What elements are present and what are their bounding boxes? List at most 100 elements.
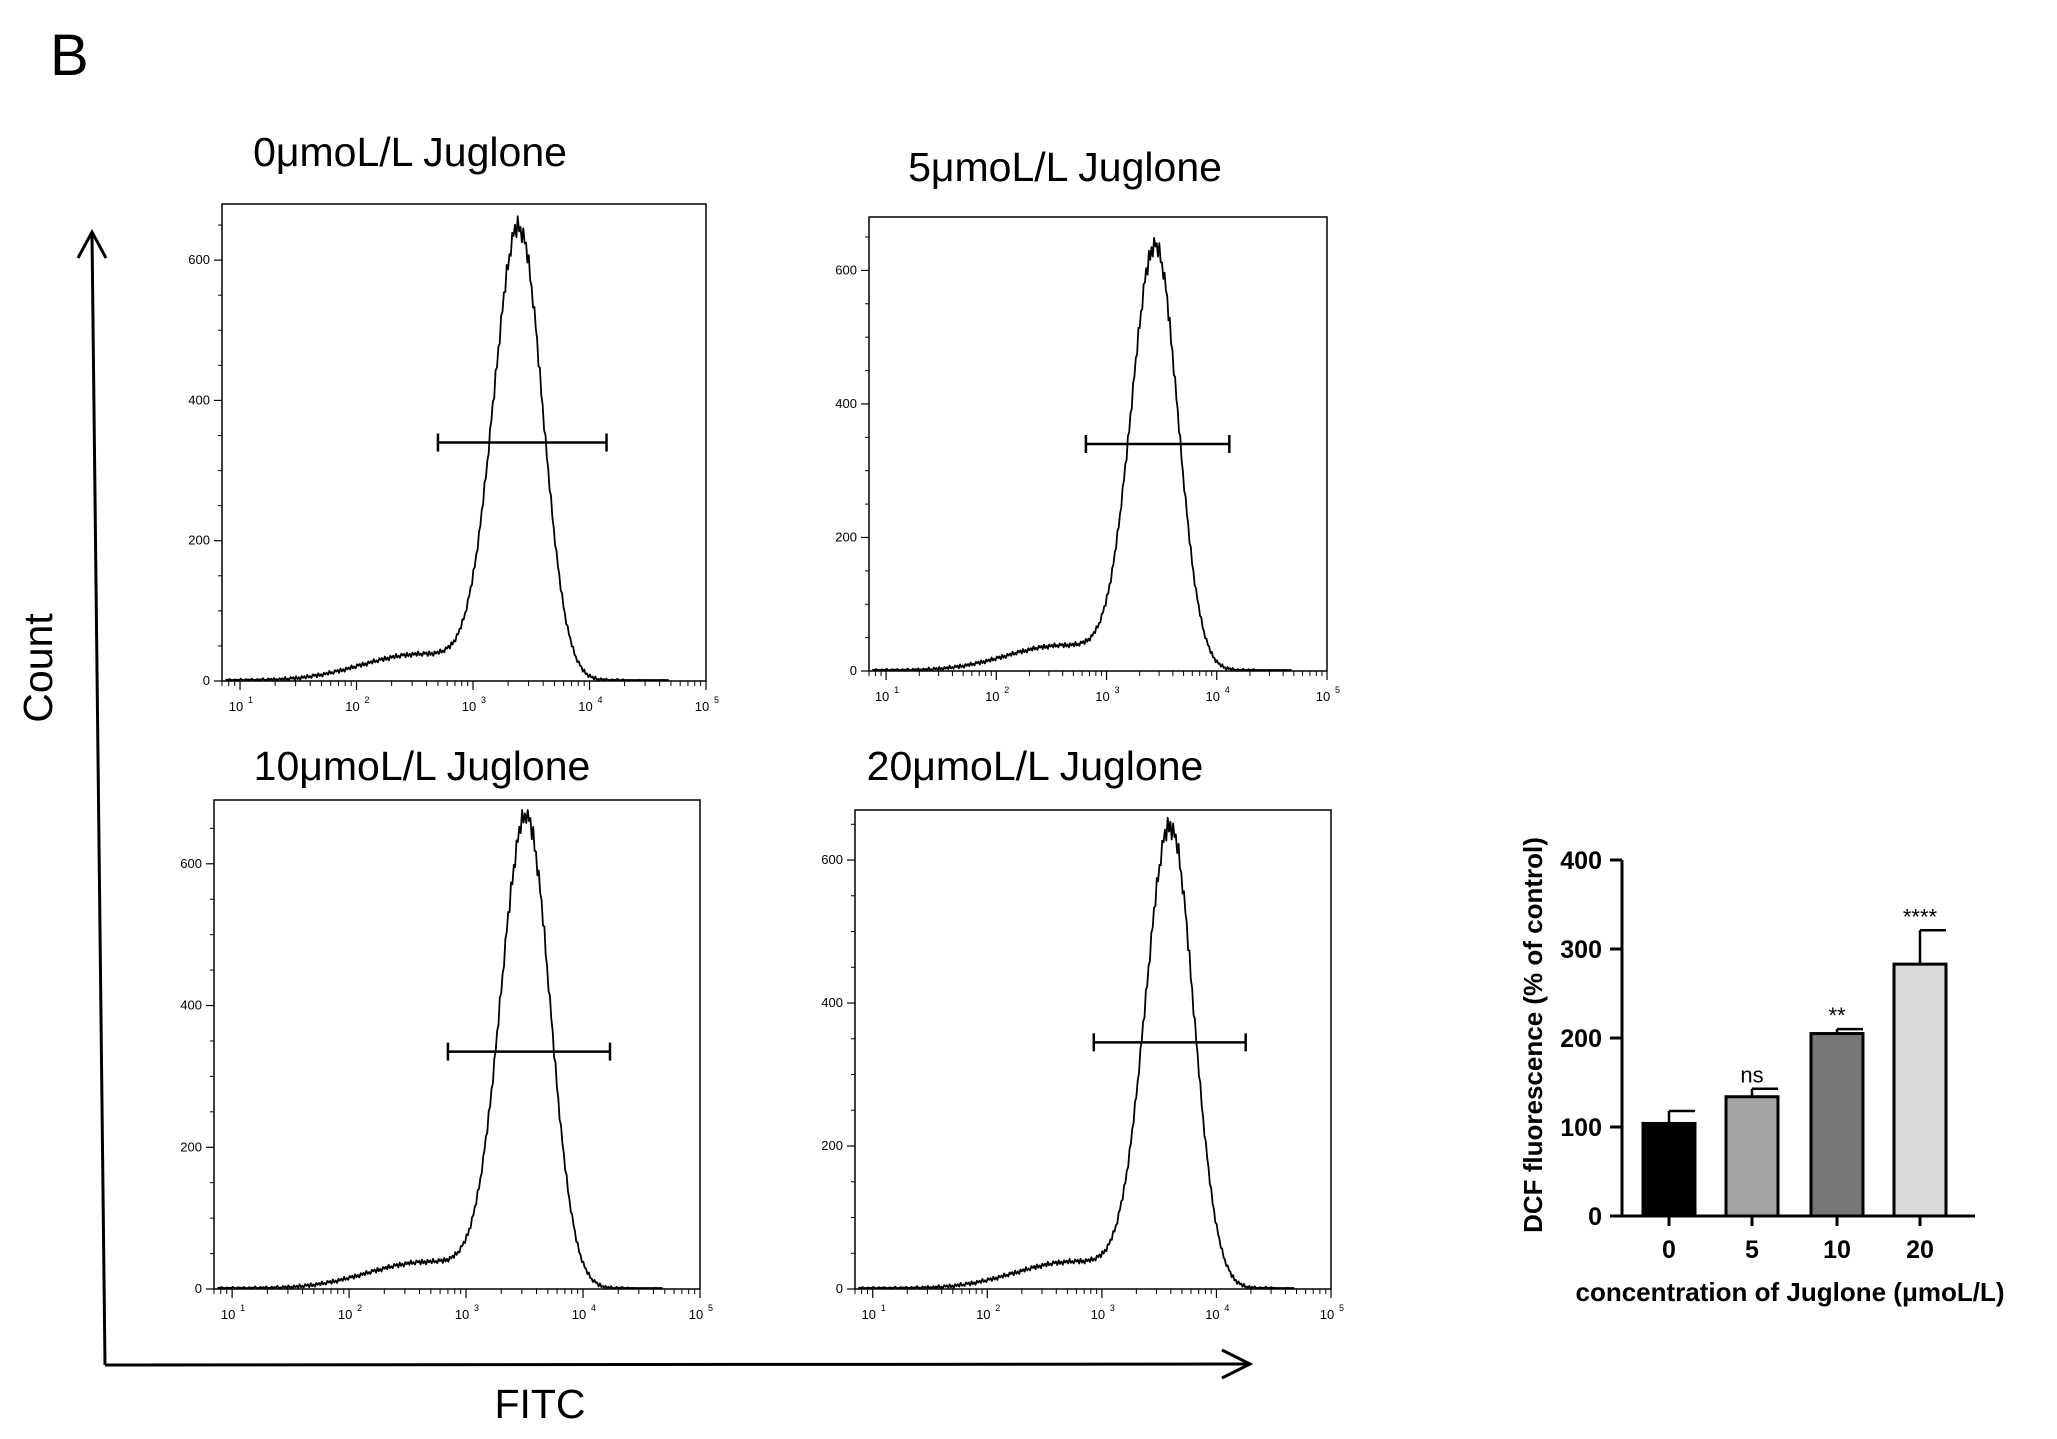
x-tick-exponent: 3	[481, 695, 486, 705]
y-tick-label: 600	[188, 252, 210, 267]
bar	[1724, 1095, 1780, 1218]
x-tick-exponent: 1	[881, 1303, 886, 1313]
x-tick-exponent: 5	[714, 695, 719, 705]
global-x-arrowhead	[1221, 1348, 1254, 1380]
histogram-title: 10μmoL/L Juglone	[254, 743, 591, 789]
y-tick-label: 200	[180, 1139, 202, 1154]
y-tick-label: 600	[821, 852, 843, 867]
y-tick-label: 400	[821, 995, 843, 1010]
bar-category-label: 0	[1662, 1236, 1676, 1264]
y-tick-label: 400	[180, 998, 202, 1013]
histogram-title: 20μmoL/L Juglone	[867, 743, 1204, 789]
histogram-curve	[872, 236, 1292, 671]
x-tick-exponent: 5	[1335, 685, 1340, 695]
plot-frame	[213, 799, 701, 1290]
x-tick-exponent: 4	[591, 1303, 596, 1313]
x-tick-label: 10	[338, 1307, 352, 1322]
bar-category-label: 5	[1745, 1236, 1759, 1264]
x-tick-exponent: 2	[995, 1303, 1000, 1313]
x-tick-label: 10	[1316, 689, 1330, 704]
x-tick-exponent: 4	[1224, 1303, 1229, 1313]
x-tick-exponent: 1	[248, 695, 253, 705]
histogram-panel-1: 5μmoL/L Juglone 0 200 400 600 10 1 10 2 10 3 10 4 10…	[835, 144, 1340, 704]
bar-chart-y-label: DCF fluorescence (% of control)	[1518, 837, 1548, 1233]
y-tick-label: 400	[188, 392, 210, 407]
histogram-curve	[217, 809, 663, 1289]
y-tick-label: 400	[835, 396, 857, 411]
x-tick-label: 10	[695, 699, 709, 714]
x-tick-exponent: 3	[474, 1303, 479, 1313]
bar-y-tick-label: 400	[1560, 847, 1602, 875]
histogram-title: 0μmoL/L Juglone	[253, 129, 567, 175]
plot-frame	[854, 809, 1332, 1290]
x-tick-exponent: 2	[365, 695, 370, 705]
x-tick-label: 10	[875, 689, 889, 704]
bar-y-tick-label: 200	[1560, 1025, 1602, 1053]
x-tick-exponent: 3	[1115, 685, 1120, 695]
x-tick-label: 10	[462, 699, 476, 714]
bar-y-tick-label: 100	[1560, 1114, 1602, 1142]
plot-frame	[868, 216, 1328, 672]
y-tick-label: 200	[821, 1138, 843, 1153]
y-tick-label: 0	[195, 1281, 202, 1296]
significance-label: ns	[1740, 1063, 1763, 1088]
y-tick-label: 200	[188, 533, 210, 548]
x-tick-label: 10	[221, 1307, 235, 1322]
x-tick-exponent: 1	[240, 1303, 245, 1313]
bar-chart-x-label: concentration of Juglone (μmoL/L)	[1576, 1277, 2005, 1307]
x-tick-exponent: 5	[708, 1303, 713, 1313]
bar	[1641, 1121, 1697, 1218]
x-tick-label: 10	[345, 699, 359, 714]
y-tick-label: 600	[180, 856, 202, 871]
x-tick-label: 10	[1205, 1307, 1219, 1322]
global-x-axis	[104, 1362, 1251, 1367]
global-x-label: FITC	[494, 1381, 585, 1427]
histogram-curve	[858, 816, 1295, 1289]
x-tick-exponent: 2	[1004, 685, 1009, 695]
bar-y-tick-label: 0	[1588, 1203, 1602, 1231]
x-tick-label: 10	[1095, 689, 1109, 704]
histogram-curve	[225, 215, 669, 681]
significance-label: ****	[1903, 904, 1938, 929]
y-tick-label: 200	[835, 529, 857, 544]
bar	[1892, 962, 1948, 1218]
bar	[1809, 1032, 1865, 1218]
y-tick-label: 0	[836, 1281, 843, 1296]
histogram-title: 5μmoL/L Juglone	[908, 144, 1222, 190]
bar-y-tick-label: 300	[1560, 936, 1602, 964]
y-tick-label: 0	[850, 663, 857, 678]
global-y-axis	[90, 234, 107, 1366]
x-tick-label: 10	[1091, 1307, 1105, 1322]
global-y-arrowhead	[76, 228, 108, 259]
x-tick-label: 10	[1320, 1307, 1334, 1322]
x-tick-exponent: 3	[1110, 1303, 1115, 1313]
x-tick-label: 10	[572, 1307, 586, 1322]
histogram-panel-0: 0μmoL/L Juglone 0 200 400 600 10 1 10 2 10 3 10 4 10…	[188, 129, 719, 714]
significance-label: **	[1828, 1003, 1846, 1028]
x-tick-exponent: 2	[357, 1303, 362, 1313]
bar-chart: DCF fluorescence (% of control) concentr…	[1518, 837, 2005, 1307]
x-tick-label: 10	[1206, 689, 1220, 704]
x-tick-label: 10	[578, 699, 592, 714]
panel-label: B	[50, 23, 89, 88]
x-tick-exponent: 5	[1339, 1303, 1344, 1313]
bar-category-label: 20	[1906, 1236, 1934, 1264]
x-tick-label: 10	[689, 1307, 703, 1322]
plot-frame	[221, 203, 707, 682]
x-tick-label: 10	[976, 1307, 990, 1322]
x-tick-exponent: 4	[598, 695, 603, 705]
global-axes	[76, 228, 1254, 1380]
y-tick-label: 600	[835, 262, 857, 277]
x-tick-exponent: 4	[1225, 685, 1230, 695]
x-tick-label: 10	[455, 1307, 469, 1322]
bar-category-label: 10	[1823, 1236, 1851, 1264]
x-tick-label: 10	[985, 689, 999, 704]
y-tick-label: 0	[203, 673, 210, 688]
x-tick-exponent: 1	[894, 685, 899, 695]
x-tick-label: 10	[229, 699, 243, 714]
global-y-label: Count	[15, 613, 61, 723]
x-tick-label: 10	[862, 1307, 876, 1322]
